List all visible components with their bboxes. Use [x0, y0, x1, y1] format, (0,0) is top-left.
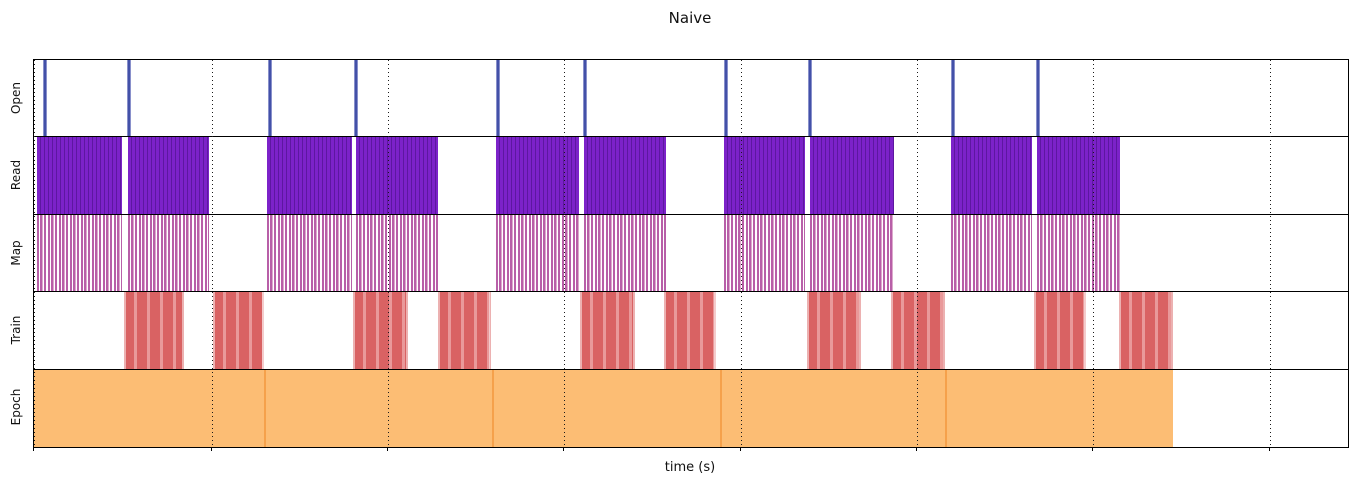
- open-bar: [724, 60, 728, 137]
- read-block: [584, 137, 666, 214]
- x-tick: [740, 447, 742, 451]
- open-bar: [808, 60, 812, 137]
- open-bar: [268, 60, 272, 137]
- row-map: [34, 214, 1348, 293]
- row-label-read: Read: [9, 160, 23, 191]
- x-gridline: [741, 60, 742, 447]
- train-block: [213, 292, 264, 369]
- read-block: [267, 137, 352, 214]
- map-block: [128, 214, 209, 292]
- map-block: [724, 214, 805, 292]
- train-block: [664, 292, 716, 369]
- train-block: [580, 292, 635, 369]
- open-bar: [496, 60, 500, 137]
- epoch-boundary: [264, 369, 266, 447]
- train-block: [438, 292, 491, 369]
- train-block: [353, 292, 408, 369]
- read-block: [496, 137, 579, 214]
- x-tick: [1269, 447, 1271, 451]
- train-block: [1119, 292, 1173, 369]
- train-block: [807, 292, 861, 369]
- open-bar: [127, 60, 131, 137]
- epoch-boundary: [945, 369, 947, 447]
- map-block: [810, 214, 894, 292]
- read-block: [724, 137, 805, 214]
- row-train: [34, 292, 1348, 370]
- epoch-boundary: [720, 369, 722, 447]
- read-block: [128, 137, 209, 214]
- train-block: [124, 292, 184, 369]
- x-gridline: [917, 60, 918, 447]
- x-gridline: [1270, 60, 1271, 447]
- x-gridline: [212, 60, 213, 447]
- train-block: [1034, 292, 1086, 369]
- row-open: [34, 60, 1348, 138]
- row-epoch: [34, 369, 1348, 447]
- read-block: [37, 137, 122, 214]
- read-block: [356, 137, 438, 214]
- row-label-epoch: Epoch: [9, 388, 23, 426]
- read-block: [810, 137, 894, 214]
- map-block: [584, 214, 666, 292]
- chart-title: Naive: [668, 9, 712, 27]
- map-block: [1037, 214, 1120, 292]
- map-block: [951, 214, 1032, 292]
- train-block: [891, 292, 945, 369]
- x-tick: [916, 447, 918, 451]
- x-tick: [563, 447, 565, 451]
- x-gridline: [564, 60, 565, 447]
- x-gridline: [34, 60, 35, 447]
- row-label-open: Open: [9, 81, 23, 114]
- row-label-map: Map: [9, 239, 23, 266]
- read-block: [1037, 137, 1120, 214]
- open-bar: [951, 60, 955, 137]
- x-tick: [387, 447, 389, 451]
- x-axis-label: time (s): [664, 460, 716, 475]
- open-bar: [583, 60, 587, 137]
- map-block: [267, 214, 352, 292]
- x-gridline: [388, 60, 389, 447]
- plot-area: [33, 59, 1349, 448]
- open-bar: [1036, 60, 1040, 137]
- x-tick: [1092, 447, 1094, 451]
- row-read: [34, 137, 1348, 215]
- map-block: [356, 214, 438, 292]
- epoch-boundary: [492, 369, 494, 447]
- row-label-train: Train: [9, 315, 23, 345]
- open-bar: [43, 60, 47, 137]
- read-block: [951, 137, 1032, 214]
- map-block: [496, 214, 579, 292]
- open-bar: [354, 60, 358, 137]
- x-tick: [211, 447, 213, 451]
- x-tick: [33, 447, 35, 451]
- map-block: [37, 214, 122, 292]
- epoch-bar: [34, 369, 1173, 447]
- x-gridline: [1093, 60, 1094, 447]
